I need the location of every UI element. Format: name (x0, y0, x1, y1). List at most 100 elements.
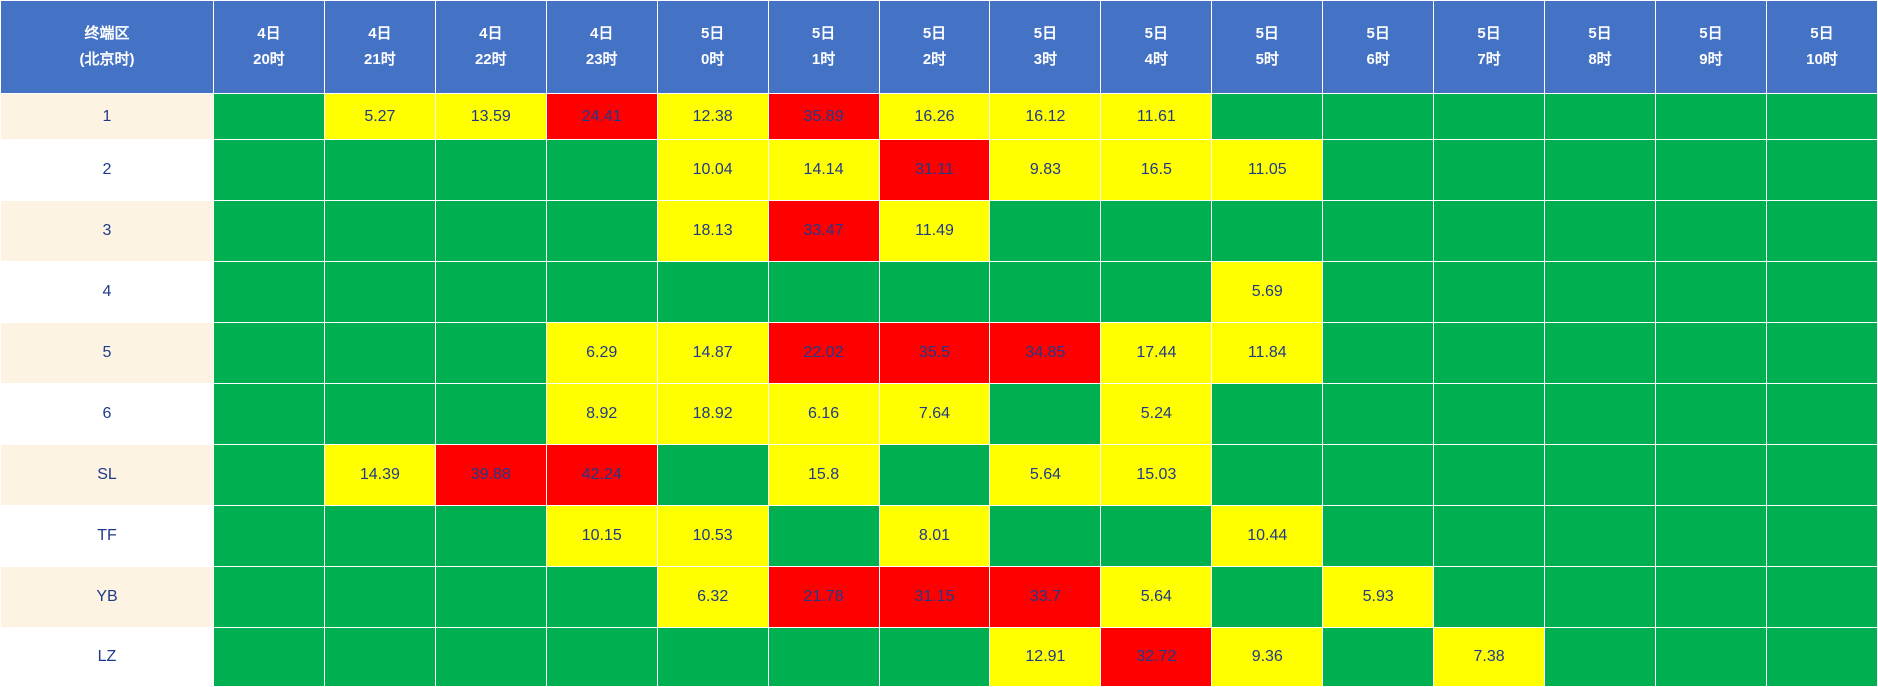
header-col-line: 5日 (1699, 25, 1723, 42)
table-row: 4 5.69 (0, 261, 1878, 323)
table-cell (545, 627, 658, 687)
header-corner-line2: (北京时) (79, 51, 135, 68)
header-col-line: 4时 (1144, 51, 1168, 68)
table-cell: 8.01 (878, 505, 991, 567)
table-cell (1544, 139, 1656, 201)
table-cell: 7.38 (1433, 627, 1546, 687)
table-row: SL 14.39 39.88 42.24 15.8 5.64 15.03 (0, 444, 1878, 506)
table-cell (213, 200, 325, 262)
table-cell: 11.61 (1100, 93, 1213, 140)
table-cell (1765, 139, 1878, 201)
row-label: YB (0, 566, 214, 628)
table-cell (767, 505, 880, 567)
table-cell (213, 322, 325, 384)
table-cell (1544, 200, 1656, 262)
table-row: 2 10.04 14.14 31.11 9.83 16.5 11.05 (0, 139, 1878, 201)
table-cell (1765, 566, 1878, 628)
table-cell (1433, 505, 1546, 567)
table-cell (434, 200, 547, 262)
table-cell (323, 627, 436, 687)
table-cell (434, 322, 547, 384)
table-row: 6 8.92 18.92 6.16 7.64 5.24 (0, 383, 1878, 445)
table-cell (1322, 627, 1435, 687)
table-cell (1433, 322, 1546, 384)
table-cell: 9.83 (989, 139, 1102, 201)
table-cell (213, 139, 325, 201)
header-col-4: 5日 0时 (656, 0, 769, 94)
table-cell (213, 261, 325, 323)
header-col-line: 5日 (700, 25, 725, 42)
table-cell (213, 383, 325, 445)
table-cell (434, 566, 547, 628)
header-row: 终端区 (北京时) 4日 20时 4日 21时 4日 22时 4日 23时 5日 0时 5日 1时 5日… (0, 0, 1878, 94)
table-cell: 17.44 (1100, 322, 1213, 384)
table-cell (1544, 627, 1656, 687)
table-cell (213, 566, 325, 628)
header-corner-line1: 终端区 (84, 25, 130, 42)
table-cell: 35.5 (878, 322, 991, 384)
table-cell (1654, 93, 1767, 140)
table-cell (1211, 444, 1324, 506)
table-cell: 15.8 (767, 444, 880, 506)
table-cell (1211, 383, 1324, 445)
table-cell (878, 627, 991, 687)
row-label: 2 (0, 139, 214, 201)
header-col-line: 4日 (590, 25, 614, 42)
table-cell (1765, 200, 1878, 262)
table-cell: 9.36 (1211, 627, 1324, 687)
table-cell (1433, 566, 1546, 628)
table-cell: 14.39 (323, 444, 436, 506)
table-row: 1 5.27 13.59 24.41 12.38 35.89 16.26 16.12 11.61 (0, 93, 1878, 140)
table-cell: 5.27 (323, 93, 436, 140)
header-col-12: 5日 8时 (1544, 0, 1656, 94)
header-col-7: 5日 3时 (989, 0, 1102, 94)
table-cell (1765, 383, 1878, 445)
table-cell (989, 200, 1102, 262)
table-cell (545, 566, 658, 628)
table-cell: 12.91 (989, 627, 1102, 687)
header-col-line: 22时 (474, 51, 507, 68)
table-cell (545, 261, 658, 323)
table-cell: 16.26 (878, 93, 991, 140)
table-cell (1544, 505, 1656, 567)
table-cell (1654, 505, 1767, 567)
table-cell (1544, 444, 1656, 506)
header-col-line: 5日 (1144, 25, 1168, 42)
table-cell: 10.04 (656, 139, 769, 201)
table-row: 3 18.13 33.47 11.49 (0, 200, 1878, 262)
table-cell (323, 322, 436, 384)
header-col-14: 5日 10时 (1765, 0, 1878, 94)
table-cell: 22.02 (767, 322, 880, 384)
table-cell: 5.93 (1322, 566, 1435, 628)
table-cell (545, 200, 658, 262)
table-cell: 8.92 (545, 383, 658, 445)
table-cell (1765, 93, 1878, 140)
table-cell (434, 505, 547, 567)
table-cell: 11.05 (1211, 139, 1324, 201)
header-col-line: 20时 (253, 51, 285, 68)
table-cell (767, 627, 880, 687)
table-cell (1654, 627, 1767, 687)
table-cell: 6.29 (545, 322, 658, 384)
header-col-6: 5日 2时 (878, 0, 991, 94)
row-label: SL (0, 444, 214, 506)
table-cell (878, 261, 991, 323)
table-cell: 32.72 (1100, 627, 1213, 687)
row-label: 1 (0, 93, 214, 140)
header-col-line: 1时 (811, 51, 836, 68)
table-cell: 33.47 (767, 200, 880, 262)
header-col-line: 5日 (1588, 25, 1612, 42)
table-cell (1654, 566, 1767, 628)
table-cell (1765, 444, 1878, 506)
table-cell: 24.41 (545, 93, 658, 140)
table-cell: 5.24 (1100, 383, 1213, 445)
table-cell (1654, 200, 1767, 262)
table-cell: 35.89 (767, 93, 880, 140)
table-cell: 6.16 (767, 383, 880, 445)
table-cell (1322, 505, 1435, 567)
header-col-line: 4日 (479, 25, 503, 42)
table-cell (1654, 322, 1767, 384)
table-cell (323, 261, 436, 323)
header-col-line: 5日 (1366, 25, 1390, 42)
header-col-line: 5日 (1033, 25, 1058, 42)
